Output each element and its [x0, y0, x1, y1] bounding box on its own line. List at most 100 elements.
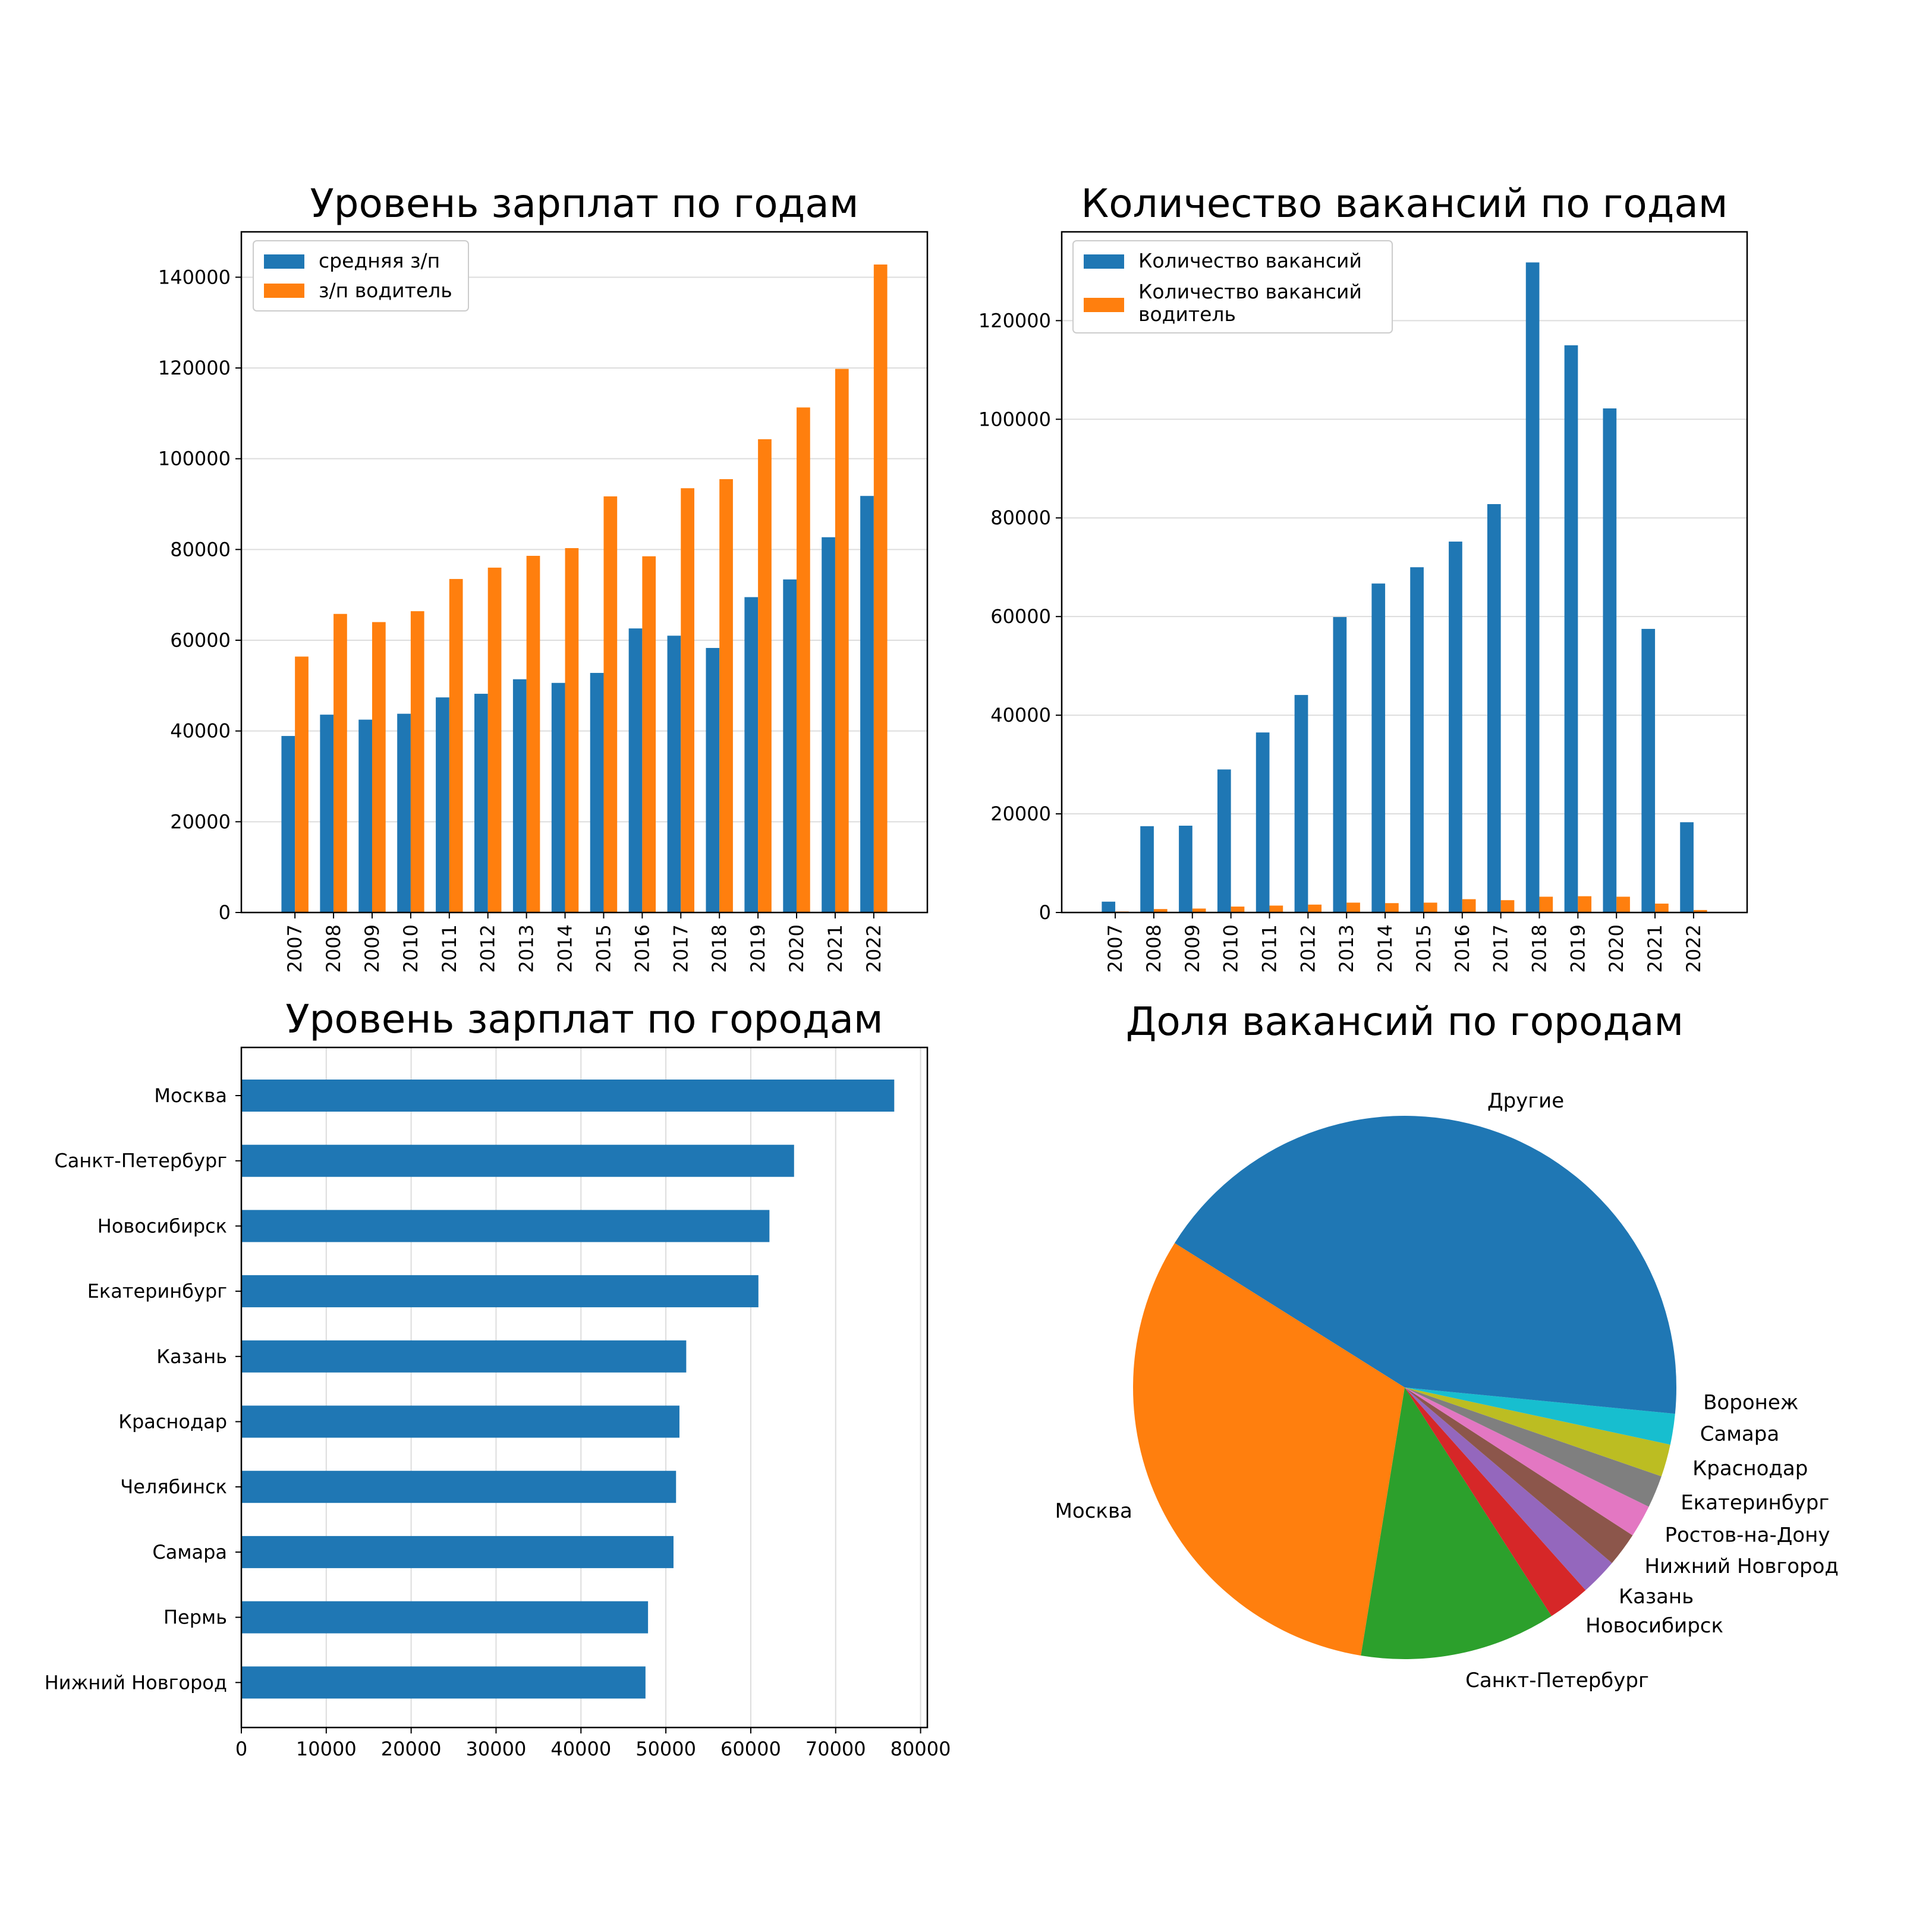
bar-Челябинск — [241, 1471, 676, 1503]
x-tick-label: 0 — [235, 1738, 247, 1760]
bar-series1-2016 — [1449, 542, 1462, 912]
bar-series2-2009 — [372, 622, 386, 912]
y-tick-label: 120000 — [158, 357, 231, 379]
bar-series1-2020 — [783, 579, 797, 912]
bar-series1-2008 — [320, 715, 334, 912]
x-tick-label: 2020 — [785, 924, 808, 973]
bar-series2-2018 — [1539, 896, 1553, 912]
x-tick-label: 2016 — [1451, 924, 1474, 973]
x-tick-label: 50000 — [635, 1738, 696, 1760]
x-tick-label: 30000 — [466, 1738, 527, 1760]
bar-series1-2021 — [1641, 628, 1656, 912]
bar-series2-2015 — [603, 496, 618, 912]
bar-series1-2021 — [822, 537, 835, 912]
x-tick-label: 2022 — [863, 924, 885, 973]
pie-label: Краснодар — [1692, 1456, 1808, 1480]
bar-series1-2014 — [551, 682, 565, 912]
bar-series1-2020 — [1603, 408, 1617, 912]
x-tick-label: 2018 — [1528, 924, 1550, 973]
bar-series2-2020 — [1616, 896, 1630, 912]
legend-label: з/п водитель — [319, 279, 452, 302]
y-tick-label: Новосибирск — [97, 1214, 227, 1237]
chart-4: Другие Москва Санкт-Петербург Новосибирск Ка… — [1055, 999, 1839, 1692]
y-tick-label: Самара — [152, 1541, 227, 1563]
bar-series2-2022 — [873, 264, 888, 913]
pie-slice-Ростов-на-Дону — [1405, 1387, 1649, 1535]
bar-series2-2014 — [565, 548, 579, 912]
bar-series2-2012 — [1308, 904, 1322, 912]
bar-Нижний Новгород — [241, 1666, 646, 1699]
x-tick-label: 2008 — [1143, 924, 1165, 973]
bar-series1-2014 — [1371, 583, 1386, 912]
y-tick-label: 40000 — [990, 704, 1051, 726]
pie-label: Ростов-на-Дону — [1664, 1524, 1830, 1547]
bar-series1-2010 — [397, 713, 411, 912]
x-tick-label: 2019 — [1566, 924, 1589, 973]
y-tick-label: 80000 — [170, 538, 231, 561]
bar-series1-2012 — [1294, 695, 1308, 912]
x-tick-label: 2015 — [1412, 924, 1435, 973]
x-tick-label: 2009 — [1181, 924, 1204, 973]
legend-swatch — [1084, 254, 1124, 269]
x-tick-label: 2018 — [708, 924, 731, 973]
bar-series2-2008 — [333, 613, 347, 912]
x-tick-label: 2021 — [824, 924, 847, 973]
bar-Новосибирск — [241, 1210, 770, 1242]
bar-series2-2007 — [295, 656, 309, 912]
bar-series2-2011 — [449, 578, 463, 912]
x-tick-label: 2017 — [1490, 924, 1512, 973]
x-tick-label: 10000 — [296, 1738, 357, 1760]
bar-series2-2017 — [1500, 900, 1515, 912]
bar-series2-2012 — [487, 567, 502, 912]
x-tick-label: 2014 — [554, 924, 577, 973]
chart-1: 0 20000 40000 60000 80000 100000 120000 140000 2… — [158, 181, 929, 973]
plot-frame — [240, 1046, 929, 1729]
pie-label: Нижний Новгород — [1644, 1555, 1839, 1578]
x-tick-label: 2016 — [631, 924, 653, 973]
pie-label: Екатеринбург — [1681, 1491, 1829, 1515]
pie-slice-Новосибирск — [1405, 1387, 1586, 1616]
pie-slice-Москва — [1133, 1243, 1405, 1656]
x-tick-label: 2022 — [1682, 924, 1705, 973]
y-tick-label: 0 — [1039, 901, 1051, 924]
bar-series2-2016 — [642, 556, 656, 912]
bar-series2-2011 — [1269, 905, 1283, 912]
x-tick-label: 20000 — [381, 1738, 442, 1760]
y-tick-label: 80000 — [990, 506, 1051, 529]
bar-series2-2013 — [1346, 902, 1360, 912]
y-tick-label: Челябинск — [120, 1475, 227, 1498]
x-tick-label: 2013 — [1335, 924, 1358, 973]
bar-series1-2007 — [1102, 901, 1116, 912]
y-tick-label: Краснодар — [118, 1411, 227, 1433]
y-tick-label: 100000 — [978, 408, 1051, 430]
x-tick-label: 2008 — [322, 924, 345, 973]
bar-series1-2012 — [474, 694, 488, 912]
bar-series2-2013 — [526, 556, 540, 912]
y-tick-label: 140000 — [158, 266, 231, 288]
y-tick-label: Пермь — [163, 1606, 227, 1629]
chart-title: Уровень зарплат по городам — [285, 996, 883, 1042]
bar-series2-2019 — [758, 439, 772, 912]
bar-series1-2022 — [860, 496, 874, 912]
x-tick-label: 60000 — [720, 1738, 781, 1760]
legend-swatch — [264, 284, 304, 298]
y-tick-label: 0 — [219, 901, 231, 924]
pie-slice-Санкт-Петербург — [1361, 1387, 1552, 1659]
legend-label: средняя з/п — [319, 249, 440, 272]
x-tick-label: 2007 — [1104, 924, 1127, 973]
legend-box — [1072, 240, 1393, 333]
y-tick-label: 100000 — [158, 448, 231, 470]
y-tick-label: 120000 — [978, 309, 1051, 332]
pie-label: Воронеж — [1703, 1390, 1798, 1414]
bar-series1-2011 — [436, 697, 449, 912]
bar-series1-2022 — [1680, 822, 1694, 912]
pie-label: Новосибирск — [1585, 1614, 1723, 1638]
bar-series1-2019 — [744, 597, 759, 912]
pie-label: Другие — [1487, 1089, 1564, 1113]
x-tick-label: 2010 — [1220, 924, 1242, 973]
y-tick-label: Казань — [156, 1345, 227, 1368]
x-tick-label: 70000 — [805, 1738, 866, 1760]
bar-series1-2009 — [1179, 825, 1192, 912]
bar-Казань — [241, 1340, 687, 1373]
